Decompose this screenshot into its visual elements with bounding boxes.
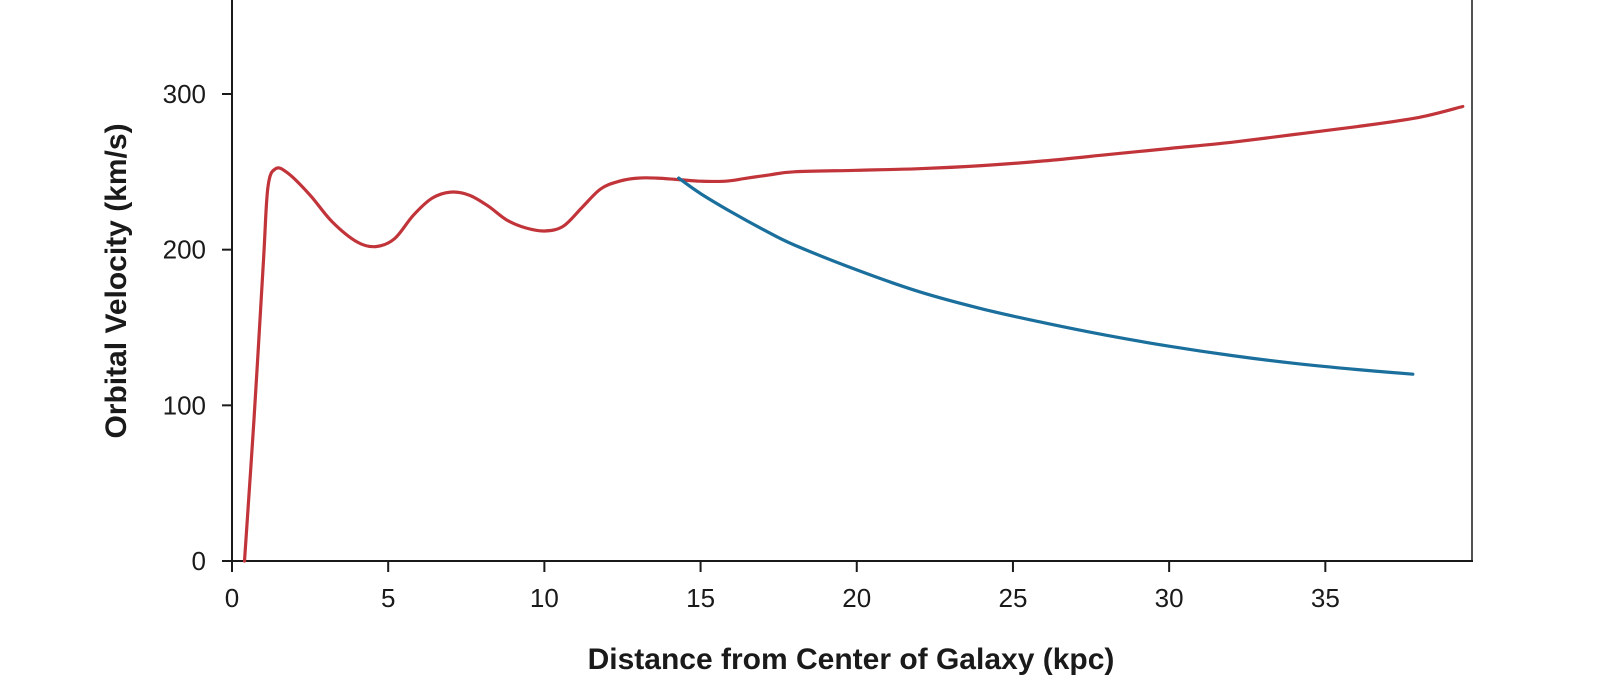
x-axis-ticks: 0 5 10 15 20 25 30 35	[225, 561, 1340, 613]
x-tick-label: 25	[998, 583, 1027, 613]
axes	[231, 0, 1473, 562]
x-axis-title: Distance from Center of Galaxy (kpc)	[588, 643, 1115, 676]
y-tick-label: 100	[163, 390, 206, 420]
x-tick-label: 0	[225, 583, 239, 613]
x-tick-label: 5	[381, 583, 395, 613]
keplerian-curve-blue	[677, 176, 1415, 376]
series-layer	[242, 104, 1465, 563]
y-axis-title: Orbital Velocity (km/s)	[100, 123, 133, 438]
x-tick-label: 35	[1311, 583, 1340, 613]
x-tick-label: 10	[530, 583, 559, 613]
y-axis-ticks: 0 100 200 300	[163, 79, 232, 576]
x-tick-label: 30	[1155, 583, 1184, 613]
y-tick-label: 200	[163, 235, 206, 265]
x-tick-label: 15	[686, 583, 715, 613]
x-tick-label: 20	[842, 583, 871, 613]
y-tick-label: 0	[192, 546, 206, 576]
y-tick-label: 300	[163, 79, 206, 109]
observed-curve-red	[242, 104, 1465, 563]
